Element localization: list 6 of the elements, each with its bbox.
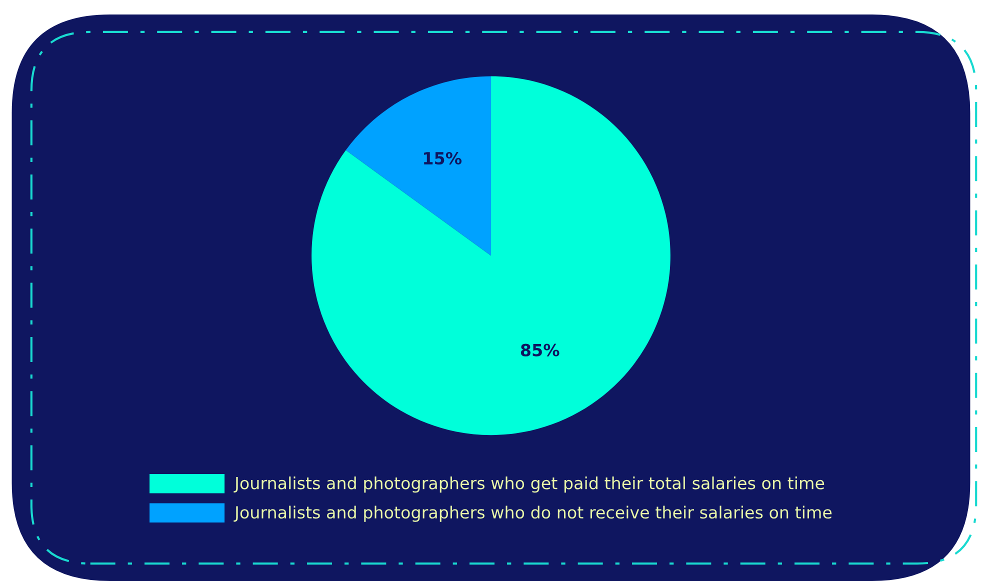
pie-slice	[312, 76, 670, 436]
legend-label: Journalists and photographers who get paid their total salaries on time	[234, 476, 824, 493]
legend-label: Journalists and photographers who do not receive their salaries on time	[234, 506, 832, 522]
pie-slice	[346, 76, 491, 256]
data-label: 85%	[520, 344, 560, 356]
data-label: 15%	[424, 152, 462, 165]
